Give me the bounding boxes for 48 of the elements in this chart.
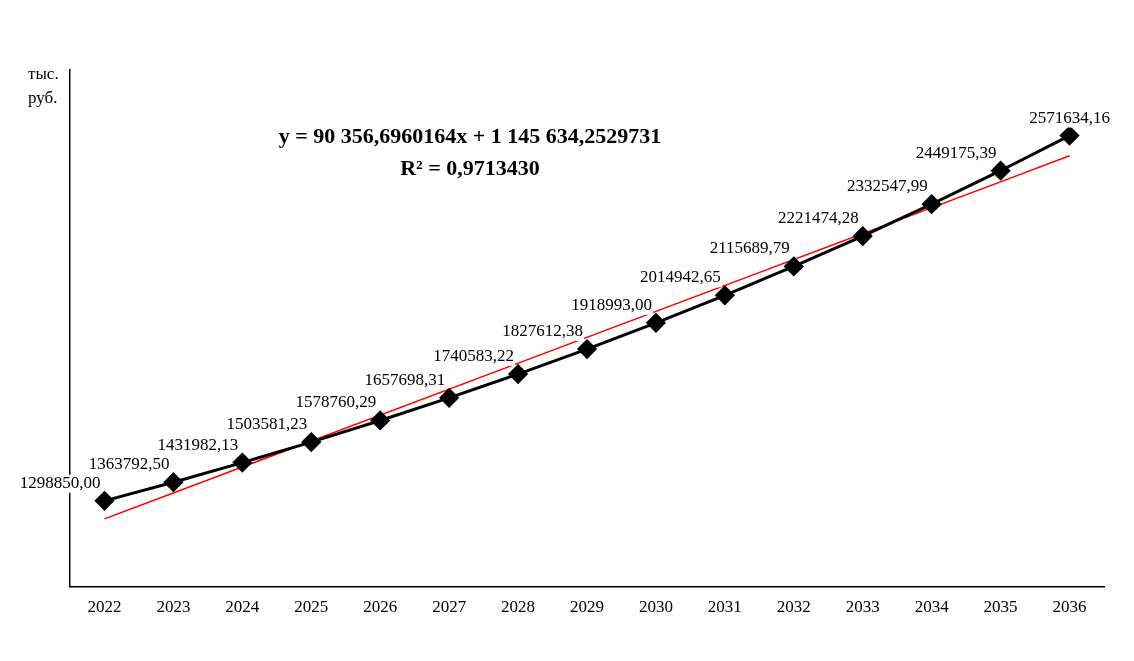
data-label: 1918993,00 [571,294,652,314]
x-tick-label: 2036 [1052,597,1087,617]
data-label: 1503581,23 [226,414,308,434]
data-label: 1363792,50 [88,454,170,474]
y-axis-title: тыс. руб. [28,63,60,109]
x-tick-label: 2033 [845,597,880,617]
point [853,226,873,246]
data-label: 1431982,13 [157,434,239,454]
x-tick-label: 2030 [638,597,673,617]
data-label: 1578760,29 [295,392,377,412]
data-label: 2221474,28 [777,208,859,228]
point [163,472,183,492]
point [301,432,321,452]
annotation: R² = 0,9713430 [399,154,541,182]
x-tick-label: 2034 [914,597,950,617]
x-tick-label: 2028 [501,597,536,617]
point [922,194,942,214]
point [232,453,252,473]
x-tick-label: 2026 [363,597,398,617]
x-tick-label: 2025 [294,597,329,617]
data-label: 2014942,65 [640,267,721,287]
point [991,161,1011,181]
x-tick-label: 2023 [156,597,191,617]
data-label: 2449175,39 [915,142,997,162]
data-label: 1298850,00 [19,472,101,492]
x-tick-label: 2022 [87,597,122,617]
data-label: 2571634,16 [1029,107,1110,127]
x-tick-label: 2032 [776,597,811,617]
annotation: y = 90 356,6960164x + 1 145 634,2529731 [277,122,663,150]
data-label: 2332547,99 [846,176,928,196]
point [1060,126,1080,146]
point [715,285,735,305]
point [370,411,390,430]
point [784,256,804,276]
point [94,491,114,511]
point [439,388,459,408]
data-label: 1740583,22 [433,346,515,366]
x-tick-label: 2035 [983,597,1018,617]
data-label: 1657698,31 [364,369,446,389]
x-tick-label: 2024 [225,597,260,617]
data-label: 1827612,38 [502,321,583,341]
x-tick-label: 2027 [432,597,467,617]
point [577,339,597,359]
x-tick-label: 2031 [707,597,742,617]
data-label: 2115689,79 [709,238,790,258]
point [508,364,528,384]
point [646,313,666,333]
x-tick-label: 2029 [570,597,604,617]
